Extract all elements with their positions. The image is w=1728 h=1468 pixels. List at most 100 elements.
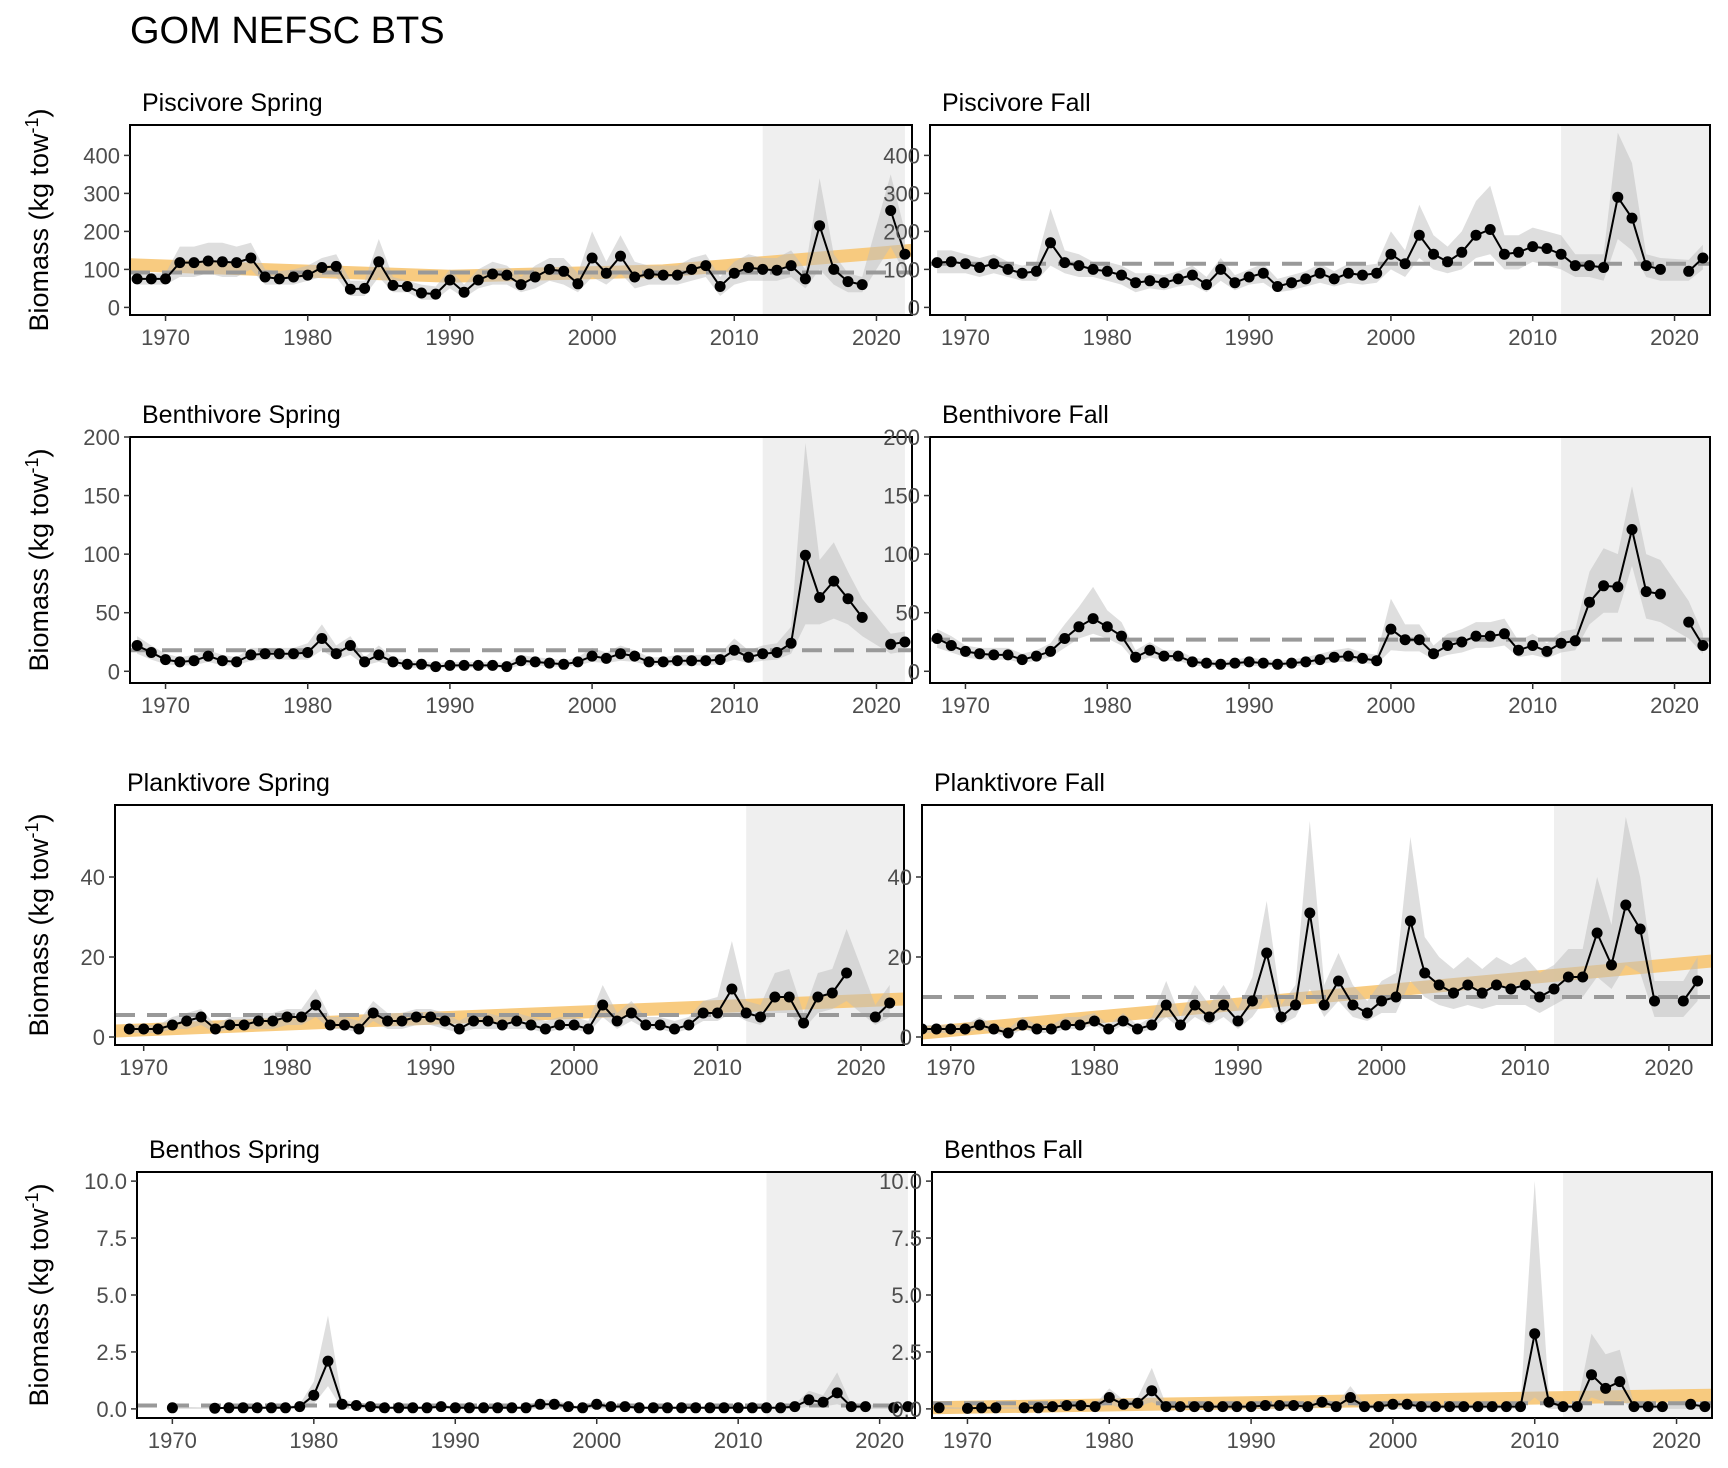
- data-point: [202, 255, 214, 267]
- data-point: [1685, 1398, 1697, 1410]
- data-point: [350, 1400, 362, 1411]
- data-point: [1002, 649, 1014, 661]
- data-point: [671, 655, 683, 667]
- data-point: [1314, 654, 1326, 666]
- panel-title: Piscivore Spring: [142, 89, 323, 117]
- x-tick-label: 2020: [1644, 1055, 1693, 1080]
- data-point: [216, 655, 228, 667]
- data-point: [296, 1011, 307, 1023]
- y-tick-label: 0: [93, 1025, 105, 1050]
- data-point: [548, 1398, 560, 1410]
- x-tick-label: 2000: [1366, 693, 1415, 718]
- data-point: [799, 549, 811, 561]
- plot-area: [922, 805, 1712, 1045]
- data-point: [543, 263, 555, 275]
- panel-3: Benthivore Fall 1970 1980 1990 2000 2010 2020 0…: [883, 401, 1711, 718]
- data-point: [902, 1401, 914, 1413]
- data-point: [324, 1019, 336, 1031]
- data-point: [401, 658, 413, 670]
- data-point: [280, 1402, 291, 1414]
- data-point: [1515, 1401, 1526, 1413]
- series-line: [1024, 1333, 1663, 1409]
- data-point: [425, 1011, 437, 1023]
- data-point: [1203, 1401, 1214, 1413]
- data-point: [619, 1401, 631, 1413]
- data-point: [743, 651, 754, 663]
- data-point: [959, 1023, 971, 1035]
- y-tick-label: 100: [883, 257, 920, 282]
- data-point: [1073, 260, 1085, 272]
- data-point: [251, 1402, 263, 1414]
- data-point: [1642, 1401, 1654, 1413]
- data-point: [1371, 267, 1383, 279]
- data-point: [515, 279, 527, 291]
- data-point: [294, 1401, 306, 1413]
- data-point: [1201, 657, 1212, 669]
- y-tick-label: 0: [908, 295, 920, 320]
- data-point: [1548, 983, 1560, 995]
- data-point: [1656, 1401, 1668, 1413]
- data-point: [1390, 991, 1402, 1003]
- data-point: [785, 637, 797, 649]
- data-point: [945, 640, 957, 651]
- data-point: [181, 1015, 193, 1027]
- data-point: [1257, 657, 1269, 669]
- x-tick-label: 2000: [1357, 1055, 1406, 1080]
- data-point: [382, 1015, 394, 1027]
- x-tick-label: 1980: [283, 693, 332, 718]
- data-point: [757, 263, 769, 275]
- data-point: [145, 273, 157, 285]
- y-tick-label: 50: [96, 601, 120, 626]
- data-point: [1300, 656, 1312, 668]
- data-point: [960, 258, 971, 270]
- data-point: [1160, 999, 1172, 1011]
- x-tick-label: 1990: [1225, 325, 1274, 350]
- data-point: [534, 1398, 546, 1410]
- data-point: [831, 1387, 843, 1399]
- data-point: [683, 1019, 695, 1031]
- data-point: [1059, 633, 1071, 644]
- x-tick-label: 1990: [425, 693, 474, 718]
- data-point: [974, 1019, 985, 1031]
- data-point: [1272, 658, 1283, 670]
- y-tick-label: 10.0: [879, 1169, 922, 1194]
- data-point: [789, 1401, 801, 1413]
- data-point: [775, 1402, 787, 1414]
- data-point: [554, 1019, 566, 1031]
- x-tick-label: 1990: [1225, 693, 1274, 718]
- data-point: [828, 575, 840, 587]
- data-point: [884, 997, 896, 1009]
- data-point: [568, 1019, 580, 1031]
- data-point: [458, 286, 470, 298]
- data-point: [496, 1019, 508, 1031]
- x-tick-label: 2020: [852, 693, 901, 718]
- data-point: [1246, 995, 1258, 1007]
- x-tick-label: 1970: [941, 325, 990, 350]
- panel-title: Piscivore Fall: [942, 89, 1091, 117]
- x-tick-label: 2000: [1368, 1428, 1417, 1453]
- data-point: [1640, 260, 1652, 272]
- data-point: [577, 1402, 589, 1414]
- data-point: [1404, 915, 1416, 927]
- data-point: [988, 1023, 1000, 1035]
- y-tick-label: 400: [83, 143, 120, 168]
- y-tick-label: 0: [108, 659, 120, 684]
- data-point: [339, 1019, 350, 1031]
- data-point: [1500, 1401, 1512, 1413]
- data-point: [1275, 1011, 1287, 1023]
- data-point: [1470, 630, 1482, 642]
- x-tick-label: 1980: [1083, 693, 1132, 718]
- x-tick-label: 2000: [568, 693, 617, 718]
- data-point: [1118, 1398, 1129, 1410]
- data-point: [231, 656, 243, 668]
- data-point: [1073, 621, 1085, 633]
- data-point: [1612, 581, 1624, 593]
- data-point: [1189, 999, 1201, 1011]
- data-point: [1186, 656, 1198, 668]
- data-point: [478, 1402, 490, 1414]
- data-point: [1304, 907, 1316, 919]
- data-point: [1045, 645, 1056, 657]
- y-tick-label: 20: [81, 945, 105, 970]
- data-point: [572, 278, 584, 290]
- data-point: [1286, 657, 1298, 669]
